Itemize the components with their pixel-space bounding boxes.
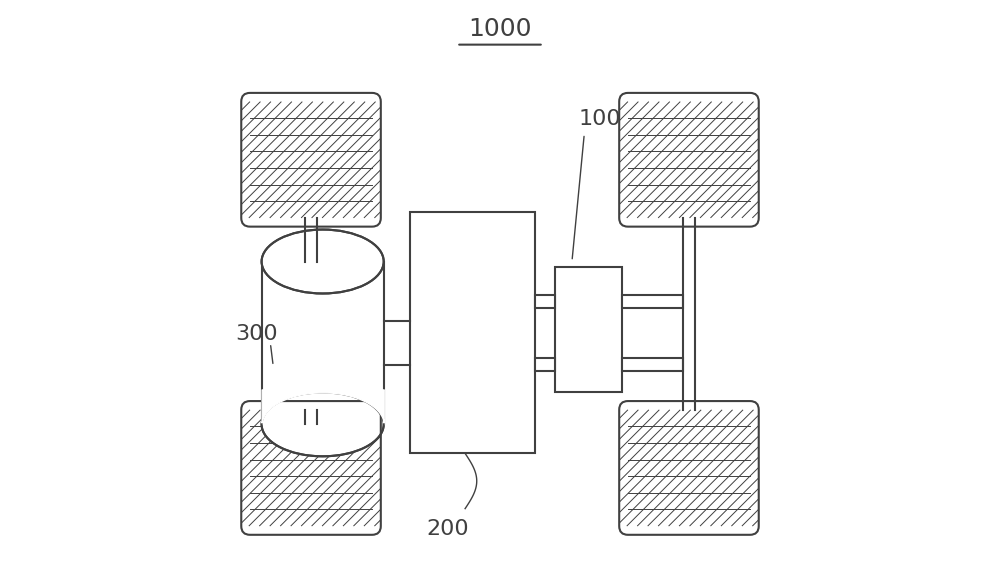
Ellipse shape	[262, 392, 384, 456]
Bar	[622, 357, 683, 370]
Text: 100: 100	[578, 109, 621, 129]
Text: 1000: 1000	[468, 17, 532, 41]
Ellipse shape	[262, 230, 384, 294]
Bar	[262, 262, 384, 424]
Text: 300: 300	[235, 324, 278, 344]
Bar	[410, 212, 535, 453]
Text: 200: 200	[426, 519, 469, 539]
Bar	[555, 267, 622, 392]
Bar	[535, 357, 555, 370]
Bar	[622, 295, 683, 308]
Bar	[535, 295, 555, 308]
